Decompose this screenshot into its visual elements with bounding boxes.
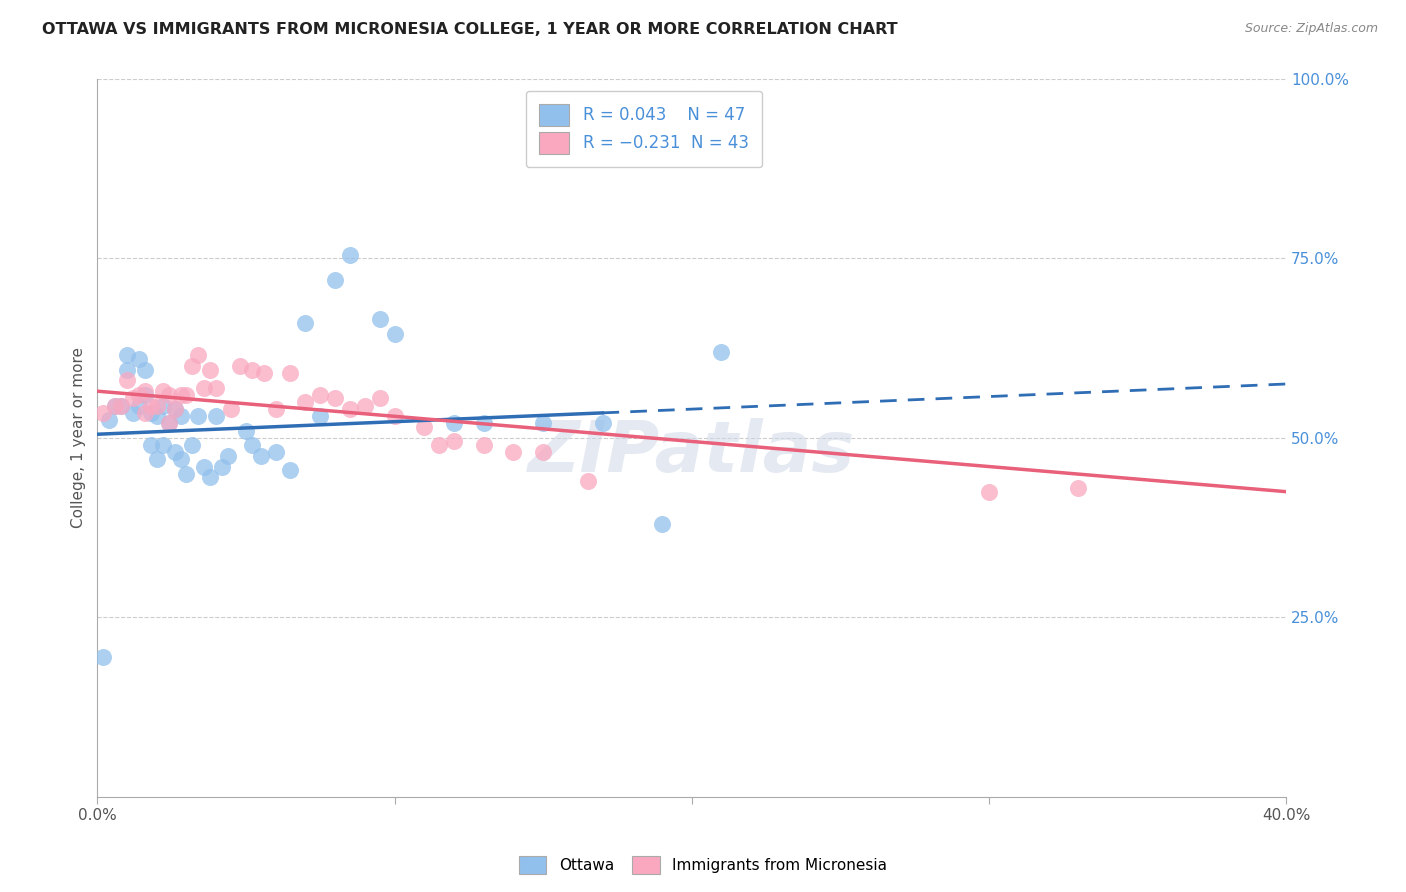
Point xyxy=(176,467,198,481)
Text: OTTAWA VS IMMIGRANTS FROM MICRONESIA COLLEGE, 1 YEAR OR MORE CORRELATION CHART: OTTAWA VS IMMIGRANTS FROM MICRONESIA COL… xyxy=(42,22,898,37)
Point xyxy=(368,312,391,326)
Point xyxy=(211,459,233,474)
Point xyxy=(139,406,162,420)
Point xyxy=(472,417,495,431)
Point xyxy=(427,438,450,452)
Point xyxy=(146,399,169,413)
Point xyxy=(710,344,733,359)
Point xyxy=(443,417,465,431)
Point xyxy=(200,470,222,484)
Point xyxy=(219,402,242,417)
Point xyxy=(443,434,465,449)
Point xyxy=(977,484,1000,499)
Text: Source: ZipAtlas.com: Source: ZipAtlas.com xyxy=(1244,22,1378,36)
Point xyxy=(146,452,169,467)
Point xyxy=(139,399,162,413)
Point xyxy=(115,362,138,376)
Point xyxy=(128,388,150,402)
Point xyxy=(413,420,436,434)
Point xyxy=(152,438,174,452)
Point xyxy=(309,409,332,424)
Point xyxy=(134,384,156,399)
Point xyxy=(163,402,186,417)
Point xyxy=(235,424,257,438)
Point xyxy=(472,438,495,452)
Point xyxy=(323,273,346,287)
Point xyxy=(176,388,198,402)
Point xyxy=(264,402,287,417)
Point xyxy=(128,351,150,366)
Point xyxy=(157,417,180,431)
Legend: R = 0.043    N = 47, R = −0.231  N = 43: R = 0.043 N = 47, R = −0.231 N = 43 xyxy=(526,91,762,167)
Point xyxy=(651,516,673,531)
Point xyxy=(91,649,114,664)
Point xyxy=(1067,481,1090,495)
Point xyxy=(249,449,271,463)
Point xyxy=(253,366,276,380)
Point xyxy=(157,417,180,431)
Point xyxy=(384,409,406,424)
Point xyxy=(592,417,614,431)
Point xyxy=(139,438,162,452)
Point xyxy=(110,399,132,413)
Point xyxy=(134,388,156,402)
Point xyxy=(309,388,332,402)
Point xyxy=(169,388,191,402)
Point xyxy=(91,406,114,420)
Point xyxy=(152,384,174,399)
Point xyxy=(134,406,156,420)
Point xyxy=(193,381,215,395)
Point xyxy=(205,409,228,424)
Point xyxy=(104,399,127,413)
Point xyxy=(169,409,191,424)
Point xyxy=(181,359,204,373)
Point xyxy=(157,388,180,402)
Point xyxy=(240,362,263,376)
Point xyxy=(187,409,209,424)
Text: ZIPatlas: ZIPatlas xyxy=(529,417,855,487)
Point xyxy=(128,399,150,413)
Point xyxy=(264,445,287,459)
Point xyxy=(169,452,191,467)
Point xyxy=(115,348,138,362)
Point xyxy=(122,406,145,420)
Point xyxy=(205,381,228,395)
Legend: Ottawa, Immigrants from Micronesia: Ottawa, Immigrants from Micronesia xyxy=(513,850,893,880)
Point xyxy=(200,362,222,376)
Point xyxy=(323,392,346,406)
Point xyxy=(181,438,204,452)
Point xyxy=(384,326,406,341)
Point xyxy=(280,463,302,477)
Point xyxy=(193,459,215,474)
Point xyxy=(240,438,263,452)
Point xyxy=(502,445,524,459)
Point xyxy=(163,445,186,459)
Point xyxy=(339,402,361,417)
Point xyxy=(104,399,127,413)
Point xyxy=(187,348,209,362)
Point xyxy=(280,366,302,380)
Point xyxy=(368,392,391,406)
Point xyxy=(531,417,554,431)
Point xyxy=(146,409,169,424)
Point xyxy=(115,373,138,387)
Point xyxy=(98,413,121,427)
Point xyxy=(163,402,186,417)
Point xyxy=(576,474,599,488)
Point xyxy=(531,445,554,459)
Point xyxy=(339,248,361,262)
Point xyxy=(152,399,174,413)
Point xyxy=(122,392,145,406)
Point xyxy=(217,449,239,463)
Point xyxy=(229,359,252,373)
Point xyxy=(110,399,132,413)
Point xyxy=(134,362,156,376)
Point xyxy=(353,399,375,413)
Y-axis label: College, 1 year or more: College, 1 year or more xyxy=(72,347,86,528)
Point xyxy=(294,316,316,330)
Point xyxy=(294,395,316,409)
